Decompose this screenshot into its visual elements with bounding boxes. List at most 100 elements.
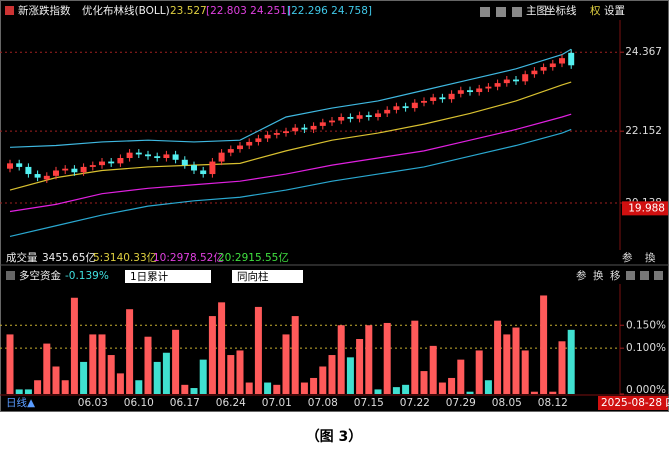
volume-ma: 20:2915.55亿 bbox=[218, 251, 289, 264]
candle-body bbox=[53, 170, 59, 176]
volume-value: 3455.65亿 bbox=[42, 251, 96, 264]
bar bbox=[135, 380, 143, 394]
candle-body bbox=[200, 170, 207, 175]
candle-body bbox=[448, 93, 455, 100]
bar bbox=[521, 350, 529, 394]
candle-body bbox=[126, 152, 133, 158]
volume-ma: 5:3140.33亿 bbox=[93, 251, 157, 264]
bar bbox=[429, 345, 437, 394]
candle-body bbox=[559, 58, 565, 64]
bar bbox=[337, 325, 345, 394]
candle-body bbox=[264, 134, 271, 139]
band-line bbox=[9, 81, 572, 191]
panel-title: 多空资金 bbox=[19, 269, 61, 282]
caption: （图 3） bbox=[306, 429, 363, 445]
dropdown-label[interactable]: 同向柱 bbox=[237, 270, 269, 283]
candle-body bbox=[356, 115, 363, 119]
candle-body bbox=[522, 74, 529, 82]
icon bbox=[626, 271, 635, 280]
bar bbox=[162, 352, 170, 394]
indicator-value: 23.527 bbox=[170, 5, 207, 17]
candle-body bbox=[485, 86, 492, 89]
zoom-in-button[interactable] bbox=[480, 7, 490, 17]
bar bbox=[374, 389, 382, 394]
dropdown-label[interactable]: 1日累计 bbox=[130, 270, 169, 283]
candle-body bbox=[476, 88, 483, 93]
panel-button[interactable]: 换 bbox=[593, 269, 604, 282]
bar bbox=[282, 334, 290, 394]
candle-body bbox=[375, 113, 381, 117]
header-button[interactable]: 设置 bbox=[604, 5, 625, 17]
header-button[interactable]: 主图 bbox=[526, 5, 547, 17]
candle-body bbox=[227, 149, 234, 153]
bar bbox=[310, 377, 318, 394]
bar bbox=[172, 329, 180, 394]
bar bbox=[80, 361, 88, 394]
bar bbox=[89, 334, 97, 394]
candle-body bbox=[34, 174, 41, 178]
candle-body bbox=[439, 97, 446, 100]
candle-body bbox=[301, 127, 308, 130]
candle-body bbox=[218, 152, 225, 162]
mail-button[interactable] bbox=[512, 7, 522, 17]
panel-button[interactable]: 参 bbox=[622, 251, 633, 264]
candle-body bbox=[365, 115, 372, 117]
bar bbox=[438, 382, 446, 394]
candle-body bbox=[329, 120, 335, 123]
candle-body bbox=[273, 133, 280, 135]
bar bbox=[107, 355, 115, 394]
bar bbox=[218, 302, 226, 394]
bar bbox=[494, 320, 502, 394]
bar bbox=[365, 325, 373, 394]
panel-button[interactable]: 参 bbox=[576, 269, 587, 282]
date-label: 2025-08-28 四 bbox=[601, 397, 669, 409]
panel-button[interactable]: 換 bbox=[645, 252, 656, 264]
x-tick-label: 07.22 bbox=[400, 397, 430, 409]
header-button[interactable]: 权 bbox=[590, 4, 601, 17]
bar bbox=[549, 391, 557, 394]
bar bbox=[411, 320, 419, 394]
bar bbox=[43, 343, 51, 394]
bar bbox=[6, 334, 14, 394]
candle-body bbox=[531, 70, 538, 75]
candle-body bbox=[384, 109, 391, 114]
bar bbox=[181, 384, 189, 394]
candle-body bbox=[255, 138, 262, 142]
candle-body bbox=[540, 67, 547, 71]
icon bbox=[654, 271, 663, 280]
candle-body bbox=[145, 154, 151, 157]
candle-body bbox=[89, 165, 96, 167]
bar bbox=[567, 329, 575, 394]
candle-body bbox=[117, 158, 124, 164]
candle-body bbox=[108, 161, 115, 164]
panel-background bbox=[0, 0, 669, 412]
header-button[interactable]: 坐标线 bbox=[545, 4, 577, 17]
candle-body bbox=[154, 156, 161, 158]
bar bbox=[153, 361, 161, 394]
icon bbox=[640, 271, 649, 280]
y-tick-label: 0.100% bbox=[626, 342, 666, 354]
panel-button[interactable]: 移 bbox=[610, 269, 621, 282]
bar bbox=[236, 350, 244, 394]
bar bbox=[24, 389, 32, 394]
band-line bbox=[9, 48, 572, 148]
candle-body bbox=[99, 161, 105, 166]
bar bbox=[190, 388, 198, 394]
bar bbox=[70, 297, 78, 394]
candle-body bbox=[421, 100, 427, 103]
bar bbox=[402, 384, 410, 394]
candle-body bbox=[43, 175, 50, 180]
candle-body bbox=[163, 154, 170, 158]
panel-value: -0.139% bbox=[65, 270, 109, 282]
zoom-out-button[interactable] bbox=[496, 7, 506, 17]
dropdown[interactable] bbox=[125, 270, 211, 283]
candle-body bbox=[292, 127, 299, 132]
bar bbox=[116, 373, 124, 394]
bar bbox=[34, 380, 42, 394]
dropdown[interactable] bbox=[232, 270, 303, 283]
candle-body bbox=[430, 97, 437, 101]
bar bbox=[126, 309, 134, 394]
bar bbox=[15, 389, 23, 394]
candle-body bbox=[7, 163, 13, 169]
